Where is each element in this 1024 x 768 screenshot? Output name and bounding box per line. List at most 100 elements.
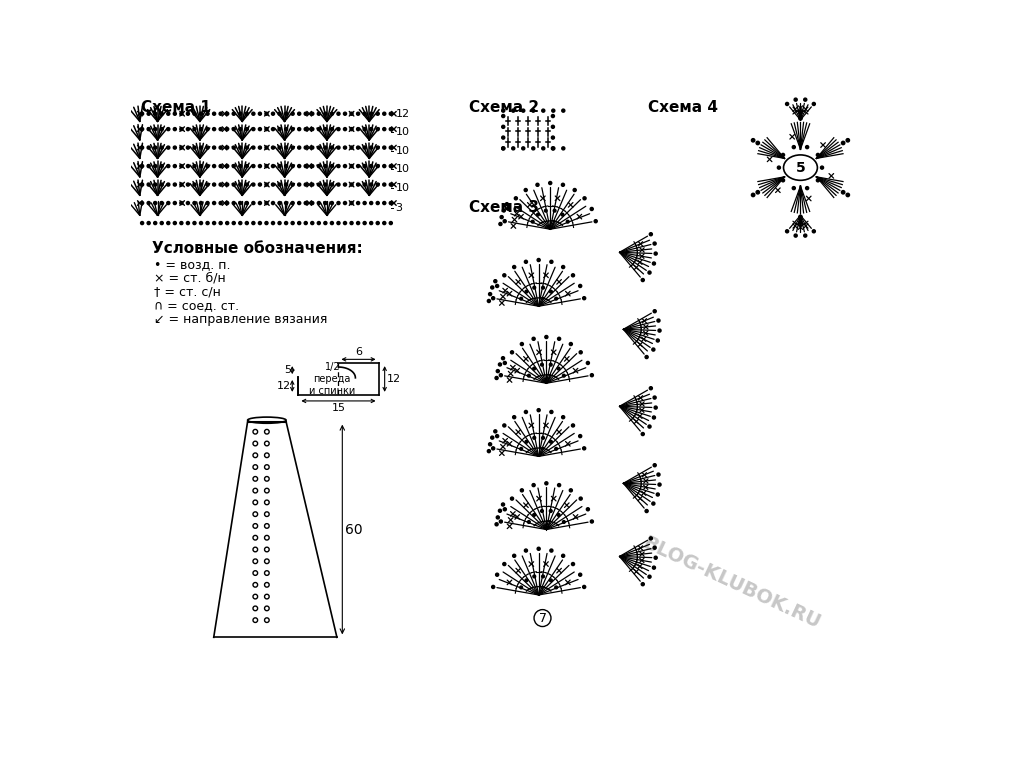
Text: Схема 3: Схема 3 [469,200,540,215]
Circle shape [337,183,340,186]
Circle shape [239,164,242,167]
Circle shape [550,440,552,443]
Circle shape [512,109,515,112]
Circle shape [641,279,644,282]
Circle shape [656,493,659,496]
Text: 7: 7 [539,611,547,624]
Circle shape [252,183,255,186]
Circle shape [795,98,798,101]
Circle shape [383,112,386,115]
Circle shape [258,183,261,186]
Circle shape [376,112,379,115]
Circle shape [573,188,577,191]
Circle shape [513,415,516,419]
Circle shape [566,220,569,223]
Text: Условные обозначения:: Условные обозначения: [153,241,362,256]
Circle shape [271,183,274,186]
Circle shape [140,221,143,224]
Circle shape [806,187,809,190]
Circle shape [252,112,255,115]
Circle shape [793,187,796,190]
Circle shape [752,194,755,197]
Circle shape [492,296,495,300]
Circle shape [317,183,321,186]
Circle shape [206,201,209,204]
Circle shape [495,523,498,526]
Circle shape [350,221,353,224]
Circle shape [193,201,196,204]
Text: 12: 12 [387,374,401,384]
Circle shape [291,221,294,224]
Circle shape [542,147,545,150]
Circle shape [258,221,261,224]
Circle shape [364,164,367,167]
Circle shape [291,183,294,186]
Circle shape [364,221,367,224]
Circle shape [364,146,367,149]
Circle shape [497,516,500,519]
Circle shape [532,286,536,289]
Circle shape [525,579,527,581]
Circle shape [337,201,340,204]
Circle shape [239,221,242,224]
Circle shape [140,201,143,204]
Circle shape [502,209,506,212]
Circle shape [525,440,527,443]
Circle shape [140,164,143,167]
Circle shape [542,436,545,439]
Circle shape [571,424,574,427]
Circle shape [389,146,392,149]
Circle shape [527,521,530,523]
Circle shape [658,483,662,486]
Circle shape [186,221,189,224]
Circle shape [820,166,823,169]
Circle shape [304,164,307,167]
Circle shape [641,432,644,435]
Circle shape [271,146,274,149]
Circle shape [785,102,788,105]
Circle shape [285,164,288,167]
Circle shape [232,183,236,186]
Circle shape [793,146,796,149]
Circle shape [777,166,780,169]
Circle shape [527,374,530,377]
Circle shape [200,183,203,186]
Circle shape [186,201,189,204]
Circle shape [180,183,183,186]
Circle shape [291,112,294,115]
Circle shape [343,146,346,149]
Circle shape [590,207,593,210]
Circle shape [154,112,157,115]
Circle shape [232,146,236,149]
Circle shape [317,146,321,149]
Circle shape [258,201,261,204]
Circle shape [265,146,268,149]
Circle shape [562,147,565,150]
Circle shape [285,146,288,149]
Text: 7: 7 [545,521,552,531]
Circle shape [278,112,282,115]
Circle shape [505,203,508,206]
Circle shape [225,146,228,149]
Circle shape [252,146,255,149]
Circle shape [310,146,313,149]
Circle shape [304,112,307,115]
Circle shape [173,201,176,204]
Circle shape [167,164,170,167]
Circle shape [513,266,516,269]
Circle shape [343,127,346,131]
Circle shape [389,127,392,131]
Circle shape [271,112,274,115]
Circle shape [186,146,189,149]
Circle shape [252,164,255,167]
Circle shape [648,271,651,274]
Circle shape [213,221,216,224]
Circle shape [590,374,593,377]
Circle shape [512,147,515,150]
Circle shape [648,575,651,578]
Circle shape [147,201,151,204]
Circle shape [545,210,547,212]
Circle shape [804,98,807,101]
Circle shape [213,112,216,115]
Circle shape [645,509,648,512]
